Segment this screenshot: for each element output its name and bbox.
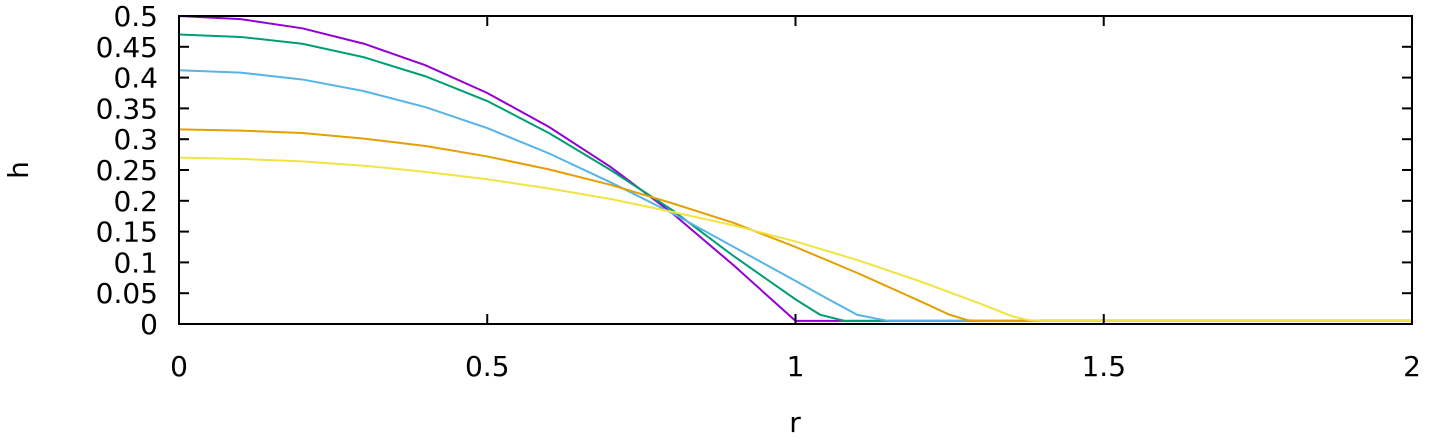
x-tick-label: 0.5 bbox=[465, 350, 510, 383]
y-tick-label: 0 bbox=[140, 308, 158, 341]
series-line-5 bbox=[178, 156, 1412, 322]
x-tick-label: 1.5 bbox=[1081, 350, 1126, 383]
plot-frame bbox=[178, 15, 1413, 325]
series-line-4 bbox=[178, 128, 1412, 322]
x-axis-label: r bbox=[789, 406, 801, 438]
y-tick-label: 0.2 bbox=[113, 185, 158, 218]
y-tick-label: 0.1 bbox=[113, 246, 158, 279]
x-tick-label: 1 bbox=[787, 350, 805, 383]
y-tick-label: 0.5 bbox=[113, 0, 158, 33]
x-tick-label: 0 bbox=[170, 350, 188, 383]
y-tick-label: 0.25 bbox=[96, 154, 158, 187]
y-tick-label: 0.05 bbox=[96, 277, 158, 310]
x-tick-label: 2 bbox=[1403, 350, 1421, 383]
y-axis-label: h bbox=[2, 161, 35, 179]
y-tick-label: 0.4 bbox=[113, 62, 158, 95]
tick-layer: 0 0.5 1 1.5 200.050.10.150.20.250.30.350.40.… bbox=[96, 0, 1421, 383]
series-line-3 bbox=[178, 69, 1412, 322]
y-tick-label: 0.15 bbox=[96, 216, 158, 249]
series-line-2 bbox=[178, 33, 1412, 322]
y-tick-label: 0.45 bbox=[96, 31, 158, 64]
y-tick-label: 0.3 bbox=[113, 123, 158, 156]
series-line-1 bbox=[178, 15, 1412, 322]
y-tick-label: 0.35 bbox=[96, 92, 158, 125]
series-layer bbox=[178, 15, 1412, 322]
